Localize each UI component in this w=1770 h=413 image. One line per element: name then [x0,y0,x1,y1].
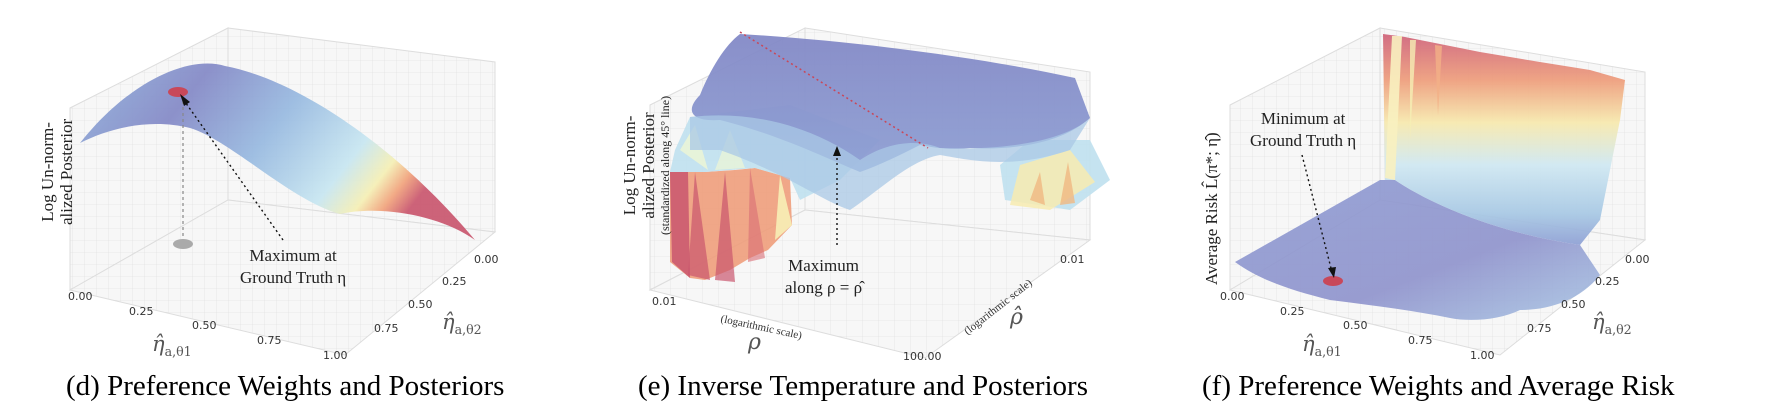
x-tick: 0.75 [1408,334,1433,347]
x-axis-label-d: η̂a,θ1 [152,332,192,360]
diagonal-line [739,31,929,149]
x-tick: 0.75 [257,334,282,347]
x-tick: 1.00 [1470,349,1495,362]
y-axis-label-f: η̂a,θ2 [1592,310,1632,338]
projection-marker [173,239,193,249]
z-axis-label-d: Log Un-norm- alized Posterior [38,119,76,225]
surface-plot-f [1228,27,1647,356]
zlabel-line1: Log Un-norm- [620,115,639,216]
caption-d: (d) Preference Weights and Posteriors [66,370,505,402]
zlabel-line1: Average Risk L̂(π*; η̂) [1202,132,1221,285]
z-axis-label-f: Average Risk L̂(π*; η̂) [1202,132,1221,285]
x-tick: 0.50 [192,319,217,332]
zlabel-line1: Log Un-norm- [38,122,57,222]
x-tick: 0.00 [68,290,93,303]
y-axis-label-e: ρ̂ [1010,305,1023,330]
zlabel-line2: alized Posterior [57,118,76,225]
arrow-head-icon [1328,267,1336,278]
annotation-line1: Minimum at [1260,109,1346,128]
annotation-d: Maximum at Ground Truth η [240,245,346,289]
x-tick: 100.00 [903,350,942,363]
x-tick: 0.01 [652,295,677,308]
y-axis-label-d: η̂a,θ2 [442,310,482,338]
x-tick: 1.00 [323,349,348,362]
caption-f: (f) Preference Weights and Average Risk [1202,370,1675,402]
y-tick: 0.25 [1595,275,1620,288]
annotation-f: Minimum at Ground Truth η [1250,108,1356,152]
annotation-e: Maximum along ρ = ρ̂ [785,255,862,299]
y-tick: 0.50 [408,298,433,311]
y-tick: 0.01 [1060,253,1085,266]
y-tick: 0.00 [474,253,499,266]
y-tick: 0.75 [374,322,399,335]
annotation-line2: along ρ = ρ̂ [785,278,863,297]
y-tick: 0.25 [442,275,467,288]
annotation-line2: Ground Truth η [1250,131,1357,150]
x-tick: 0.25 [1280,305,1305,318]
annotation-line2: Ground Truth η [240,268,347,287]
surface-plot-e [648,27,1110,359]
panel-e: Log Un-norm- alized Posterior (standardi… [590,0,1180,413]
annotation-line1: Maximum [788,256,859,275]
x-tick: 0.50 [1343,319,1368,332]
zlabel-line2: alized Posterior [639,112,658,219]
panel-d: Log Un-norm- alized Posterior Maximum at… [0,0,590,413]
y-tick: 0.75 [1527,322,1552,335]
x-tick: 0.00 [1220,290,1245,303]
arrow-head-icon [833,146,841,156]
minimum-marker [1323,276,1343,286]
panel-f: Average Risk L̂(π*; η̂) Minimum at Groun… [1180,0,1770,413]
x-axis-label-f: η̂a,θ1 [1302,332,1342,360]
maximum-marker [168,87,188,97]
x-tick: 0.25 [129,305,154,318]
caption-e: (e) Inverse Temperature and Posteriors [638,370,1088,402]
z-axis-label-e: Log Un-norm- alized Posterior (standardi… [620,96,672,235]
y-tick: 0.00 [1625,253,1650,266]
arrow-head-icon [180,94,190,106]
zlabel-line3: (standardized along 45° line) [658,95,672,235]
y-tick: 0.50 [1561,298,1586,311]
surface-plot-d [68,27,497,356]
annotation-line1: Maximum at [249,246,337,265]
x-axis-label-e: ρ [748,330,761,355]
